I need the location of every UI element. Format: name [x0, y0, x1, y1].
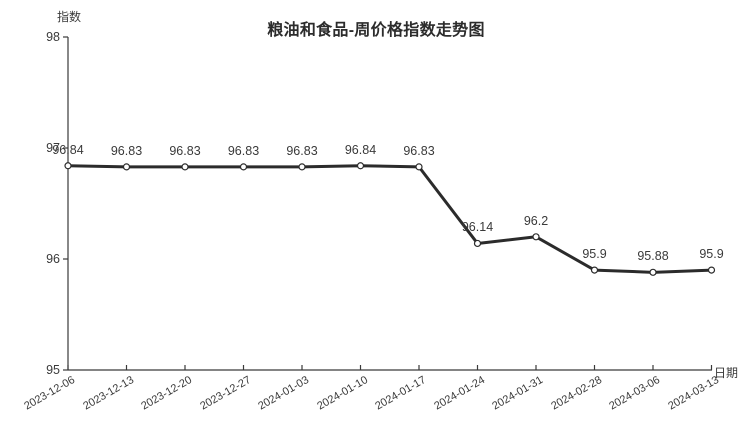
data-point[interactable]	[181, 163, 189, 171]
data-point-label: 96.14	[461, 220, 494, 235]
y-tick-marks	[63, 36, 68, 371]
y-axis-title: 指数	[56, 10, 81, 24]
data-point-label: 96.2	[523, 213, 549, 228]
data-point-label: 95.9	[699, 247, 724, 262]
y-tick-label: 96	[46, 252, 60, 266]
data-point-label: 96.83	[286, 143, 318, 158]
chart-title: 粮油和食品-周价格指数走势图	[267, 22, 485, 39]
data-point[interactable]	[64, 162, 72, 170]
axes	[67, 37, 712, 371]
data-point[interactable]	[649, 268, 657, 276]
data-point-label: 95.9	[582, 247, 607, 262]
data-point[interactable]	[356, 162, 365, 170]
data-point-label: 96.83	[227, 143, 260, 158]
data-point[interactable]	[239, 163, 248, 171]
y-tick-label: 95	[46, 363, 60, 377]
x-axis-title: 日期	[714, 366, 739, 380]
data-point[interactable]	[298, 163, 306, 171]
data-point-label: 96.83	[403, 143, 435, 158]
data-point-label: 95.88	[637, 249, 669, 264]
data-point-label: 96.83	[169, 143, 201, 158]
data-point[interactable]	[532, 233, 540, 241]
data-point-label: 96.83	[110, 143, 143, 158]
data-point-label: 96.84	[344, 142, 377, 157]
y-tick-label: 97	[46, 141, 60, 155]
data-point-label: 96.84	[52, 142, 84, 157]
data-point[interactable]	[473, 239, 482, 248]
data-point[interactable]	[707, 266, 716, 274]
y-tick-label: 98	[46, 30, 60, 44]
data-point[interactable]	[590, 266, 599, 274]
data-point[interactable]	[122, 163, 131, 171]
series-line	[66, 164, 713, 274]
data-point[interactable]	[415, 163, 423, 171]
x-tick-marks	[67, 365, 713, 370]
series-markers	[64, 162, 716, 276]
